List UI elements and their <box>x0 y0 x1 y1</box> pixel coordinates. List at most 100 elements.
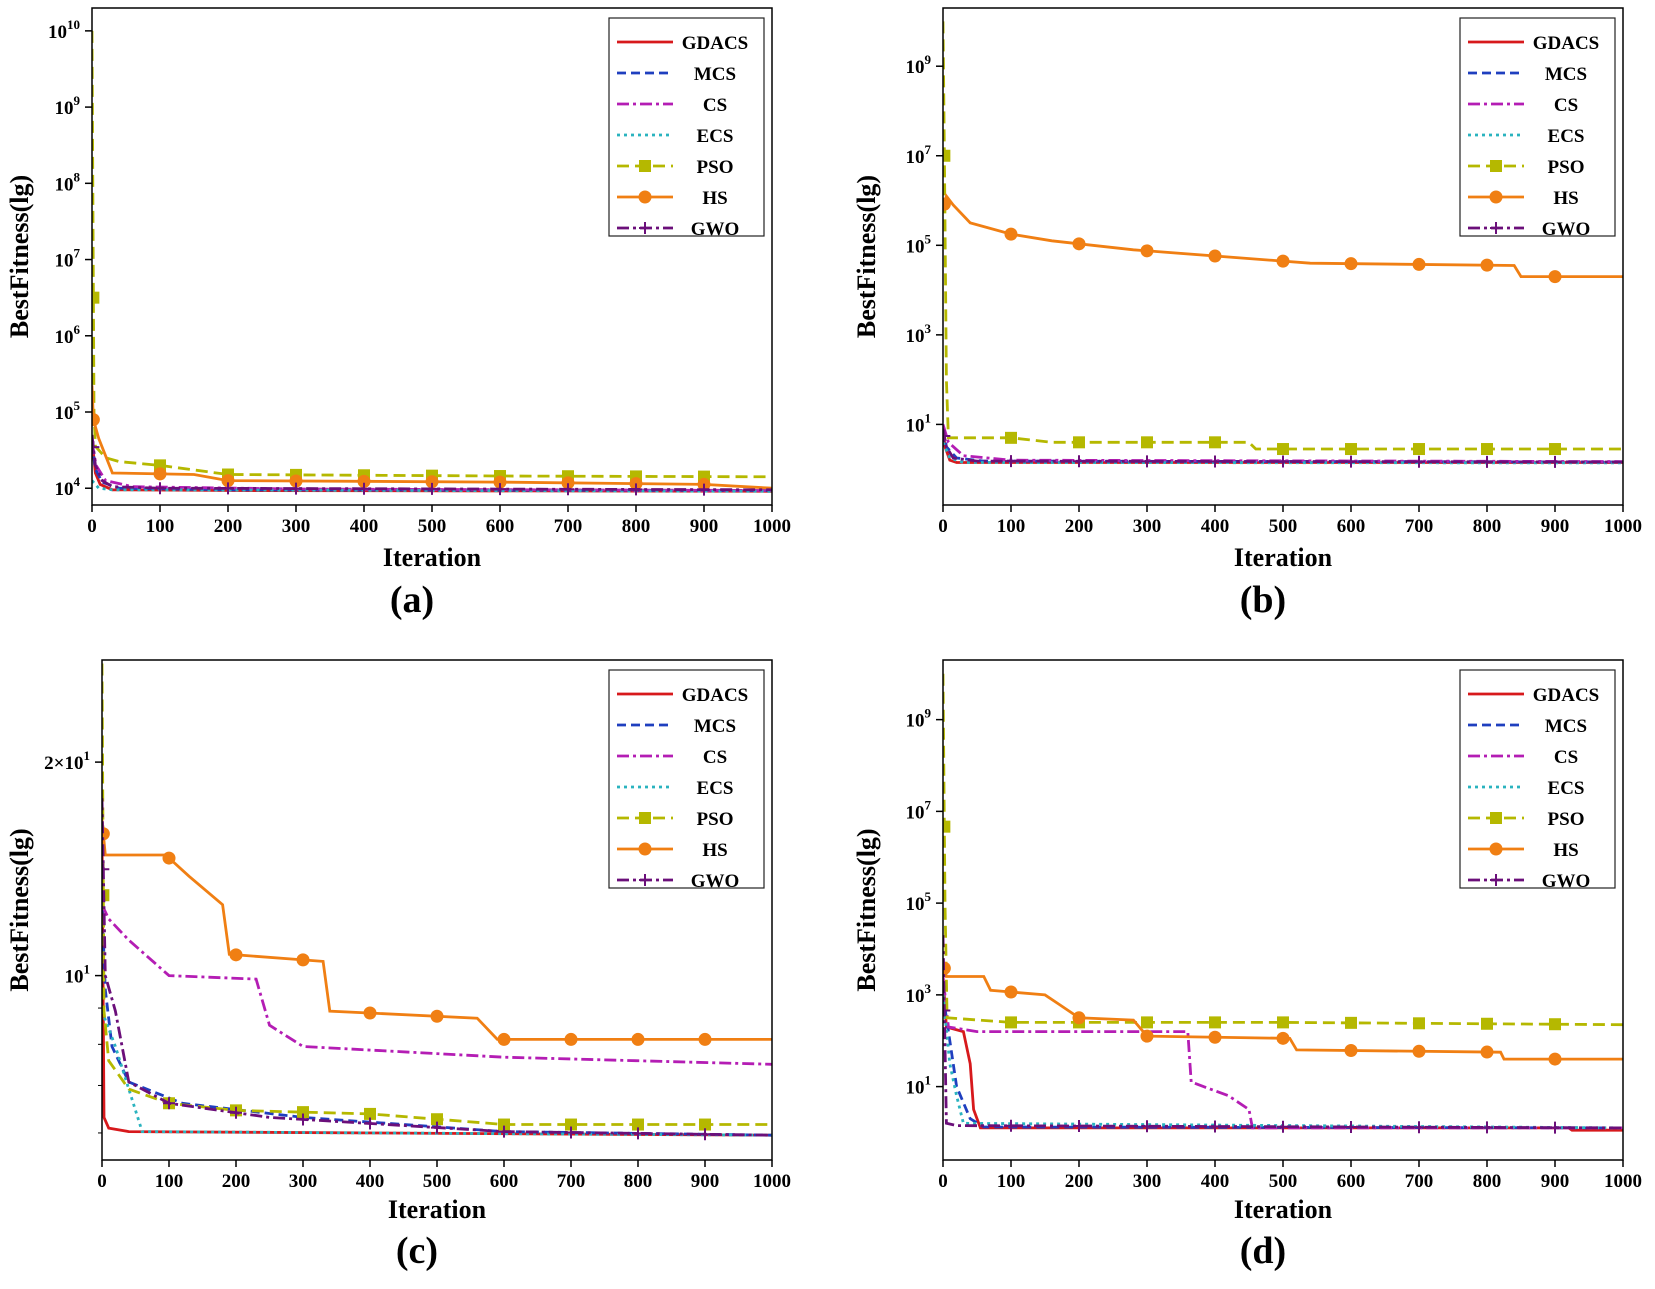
series-line-ecs <box>102 1010 772 1137</box>
marker-pso-0 <box>92 291 100 304</box>
chart-panel-a: 0 100 200 300 400 500 600 700 800 900 1000 104 105 10… <box>5 7 791 621</box>
marker-pso-600 <box>498 1118 510 1131</box>
marker-gwo-400 <box>1209 1120 1221 1133</box>
marker-gwo-600 <box>498 1125 510 1138</box>
legend-label-gdacs: GDACS <box>1533 33 1600 54</box>
marker-gwo-800 <box>1481 455 1493 468</box>
x-tick-label: 1000 <box>753 1171 791 1192</box>
marker-gwo-700 <box>565 1126 577 1139</box>
marker-pso-400 <box>1209 436 1221 449</box>
marker-gwo-500 <box>426 482 438 495</box>
y-tick-label: 105 <box>55 398 81 424</box>
panel-label: (b) <box>1240 579 1286 621</box>
x-tick-label: 400 <box>356 1171 385 1192</box>
marker-gwo-200 <box>230 1106 242 1119</box>
plot-area <box>943 673 1623 1134</box>
y-tick-label: 107 <box>906 797 932 823</box>
marker-pso-700 <box>1413 443 1425 456</box>
series-line-cs <box>943 976 1623 1130</box>
legend-label-cs: CS <box>703 95 727 116</box>
legend: GDACS MCS CS ECS PSO HS GWO <box>1459 669 1616 892</box>
legend-label-pso: PSO <box>1548 157 1585 178</box>
y-tick-label: 105 <box>906 889 932 915</box>
x-tick-label: 500 <box>423 1171 452 1192</box>
legend-label-gwo: GWO <box>1542 219 1591 240</box>
x-tick-label: 100 <box>997 516 1026 537</box>
x-tick-label: 700 <box>554 516 583 537</box>
marker-hs-400 <box>1208 1030 1222 1044</box>
legend-marker-hs <box>638 842 652 856</box>
legend-label-gdacs: GDACS <box>682 685 749 706</box>
x-tick-label: 200 <box>1065 516 1094 537</box>
legend-label-ecs: ECS <box>697 778 734 799</box>
y-tick-label: 107 <box>55 246 81 272</box>
marker-gwo-900 <box>1549 455 1561 468</box>
x-tick-label: 900 <box>1541 516 1570 537</box>
x-tick-label: 700 <box>557 1171 586 1192</box>
y-tick-label: 108 <box>55 169 81 195</box>
marker-gwo-800 <box>632 1127 644 1140</box>
legend-label-pso: PSO <box>697 809 734 830</box>
y-tick-label: 101 <box>906 1073 932 1099</box>
x-tick-label: 600 <box>490 1171 519 1192</box>
x-tick-label: 100 <box>155 1171 184 1192</box>
marker-hs-700 <box>561 476 575 490</box>
plot-area <box>92 30 772 496</box>
x-tick-label: 900 <box>691 1171 720 1192</box>
marker-pso-400 <box>364 1107 376 1120</box>
y-tick-label: 103 <box>906 321 932 347</box>
marker-gwo-200 <box>222 482 234 495</box>
marker-gwo-900 <box>698 483 710 496</box>
series-line-cs <box>92 442 772 492</box>
y-tick-label: 1010 <box>48 17 80 43</box>
marker-gwo-300 <box>1141 455 1153 468</box>
marker-gwo-700 <box>562 483 574 496</box>
marker-hs-700 <box>564 1032 578 1046</box>
marker-pso-0 <box>943 149 951 162</box>
legend-label-mcs: MCS <box>1545 716 1587 737</box>
marker-pso-0 <box>943 820 951 833</box>
legend-marker-gwo <box>639 874 651 886</box>
x-axis-label: Iteration <box>1234 1195 1333 1224</box>
x-tick-label: 400 <box>350 516 379 537</box>
marker-pso-100 <box>1005 1016 1017 1029</box>
legend-label-ecs: ECS <box>1548 126 1585 147</box>
legend-box <box>608 17 765 237</box>
legend-label-gdacs: GDACS <box>682 33 749 54</box>
marker-gwo-600 <box>494 483 506 496</box>
legend-label-gwo: GWO <box>691 219 740 240</box>
marker-gwo-400 <box>1209 455 1221 468</box>
marker-pso-0 <box>102 889 110 902</box>
legend-label-gwo: GWO <box>1542 871 1591 892</box>
x-tick-label: 600 <box>1337 1171 1366 1192</box>
marker-gwo-400 <box>358 482 370 495</box>
y-tick-label: 101 <box>65 962 91 988</box>
marker-hs-800 <box>1480 258 1494 272</box>
marker-pso-500 <box>431 1113 443 1126</box>
marker-hs-300 <box>1140 1029 1154 1043</box>
marker-hs-200 <box>1072 237 1086 251</box>
legend-marker-hs <box>638 190 652 204</box>
x-tick-label: 800 <box>622 516 651 537</box>
marker-pso-300 <box>1141 1016 1153 1029</box>
marker-hs-300 <box>289 474 303 488</box>
x-tick-label: 800 <box>1473 516 1502 537</box>
series-line-ecs <box>943 994 1623 1130</box>
marker-pso-800 <box>632 1118 644 1131</box>
x-tick-label: 500 <box>1269 1171 1298 1192</box>
x-tick-label: 900 <box>690 516 719 537</box>
y-tick-label: 106 <box>55 322 81 348</box>
x-tick-label: 500 <box>1269 516 1298 537</box>
marker-gwo-600 <box>1345 455 1357 468</box>
legend-label-mcs: MCS <box>694 716 736 737</box>
x-tick-label: 600 <box>1337 516 1366 537</box>
marker-hs-400 <box>363 1006 377 1020</box>
x-tick-label: 800 <box>624 1171 653 1192</box>
series-line-gwo <box>92 434 772 492</box>
marker-pso-100 <box>1005 431 1017 444</box>
marker-gwo-800 <box>630 483 642 496</box>
series-line-hs <box>943 192 1623 278</box>
y-tick-label: 109 <box>55 93 81 119</box>
legend-marker-pso <box>1490 160 1502 172</box>
legend-label-hs: HS <box>1553 840 1578 861</box>
